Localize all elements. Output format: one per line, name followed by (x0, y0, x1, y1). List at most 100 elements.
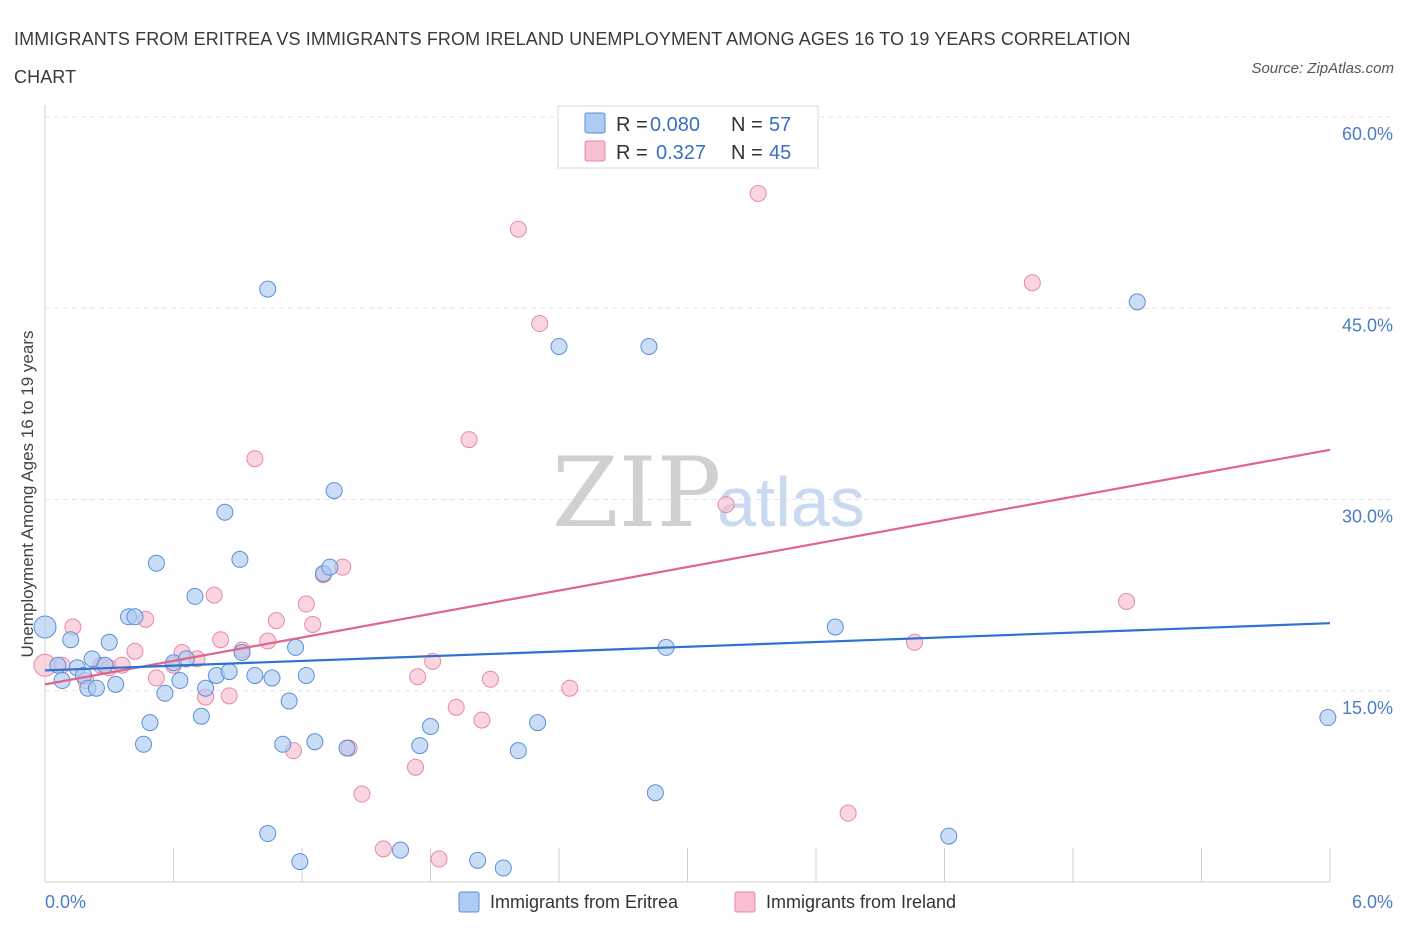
ireland-point (304, 615, 322, 633)
eritrea-point (171, 672, 189, 690)
ireland-point (717, 496, 735, 514)
stats-legend-swatch-eritrea (584, 112, 606, 134)
ireland-point (259, 632, 277, 650)
eritrea-point (192, 707, 210, 725)
stats-r-value-ireland: 0.327 (656, 142, 706, 164)
stats-n-label-eritrea: N = (731, 114, 763, 136)
eritrea-point (646, 784, 664, 802)
legend-label-eritrea: Immigrants from Eritrea (490, 892, 679, 912)
ireland-point (407, 758, 425, 776)
eritrea-point (550, 338, 568, 355)
stats-n-label-ireland: N = (731, 142, 763, 164)
ireland-point (473, 711, 491, 729)
y-tick-label: 30.0% (1342, 507, 1393, 527)
eritrea-point (87, 679, 105, 697)
eritrea-point (826, 618, 844, 636)
eritrea-point (640, 338, 658, 355)
eritrea-point (529, 714, 547, 732)
ireland-point (205, 586, 223, 604)
eritrea-point (280, 692, 298, 710)
eritrea-point (338, 739, 356, 757)
watermark-zip: ZIP (552, 437, 721, 549)
ireland-point (147, 669, 165, 687)
eritrea-point (422, 717, 439, 735)
ireland-point (430, 850, 448, 868)
ireland-point (297, 595, 315, 613)
eritrea-point (186, 587, 204, 605)
eritrea-point (246, 666, 264, 684)
eritrea-points (33, 280, 1337, 877)
stats-legend-swatch-ireland (584, 140, 606, 162)
legend-label-ireland: Immigrants from Ireland (766, 892, 956, 912)
eritrea-point (494, 859, 512, 877)
eritrea-point (259, 280, 277, 298)
eritrea-point (392, 841, 410, 859)
eritrea-point (220, 663, 238, 681)
chart-title: IMMIGRANTS FROM ERITREA VS IMMIGRANTS FR… (14, 29, 1131, 87)
stats-n-value-eritrea: 57 (769, 114, 791, 136)
stats-n-value-ireland: 45 (769, 142, 791, 164)
ireland-point (267, 612, 285, 630)
eritrea-point (509, 742, 527, 760)
x-tick-label-max: 6.0% (1352, 892, 1393, 912)
ireland-point (1023, 274, 1041, 292)
eritrea-point (321, 558, 339, 576)
ireland-point (509, 220, 527, 238)
eritrea-point (291, 853, 309, 871)
ireland-point (374, 840, 392, 858)
eritrea-point (1319, 709, 1337, 727)
stats-r-label-eritrea: R = (616, 114, 648, 136)
series-legend: Immigrants from Eritrea Immigrants from … (458, 891, 956, 913)
y-tick-label: 15.0% (1342, 698, 1393, 718)
ireland-point (212, 631, 230, 649)
eritrea-point (306, 733, 324, 751)
ireland-trend-line (44, 448, 1331, 686)
watermark-atlas: atlas (717, 463, 865, 541)
eritrea-point (263, 669, 281, 687)
eritrea-point (197, 679, 215, 697)
eritrea-point (33, 615, 57, 639)
y-tick-label: 60.0% (1342, 124, 1393, 144)
eritrea-point (297, 666, 315, 684)
y-axis-title: Unemployment Among Ages 16 to 19 years (18, 331, 37, 658)
gridlines (45, 116, 1395, 692)
eritrea-point (62, 631, 80, 649)
eritrea-point (135, 735, 153, 753)
source-credit: Source: ZipAtlas.com (1251, 60, 1394, 77)
legend-swatch-eritrea (458, 891, 480, 913)
ireland-point (839, 804, 857, 822)
x-tick-label-min: 0.0% (45, 892, 86, 912)
eritrea-point (107, 675, 125, 693)
eritrea-point (1128, 293, 1146, 311)
eritrea-point (325, 482, 343, 500)
ireland-point (409, 668, 427, 686)
legend-swatch-ireland (734, 891, 756, 913)
eritrea-point (231, 550, 249, 568)
ireland-point (906, 633, 924, 651)
stats-legend: R = 0.080 N = 57 R = 0.327 N = 45 (557, 105, 819, 169)
eritrea-point (147, 554, 165, 572)
stats-r-value-eritrea: 0.080 (650, 114, 700, 136)
eritrea-point (274, 735, 292, 753)
eritrea-point (156, 684, 174, 702)
eritrea-point (469, 851, 487, 869)
ireland-point (424, 652, 442, 670)
eritrea-point (259, 825, 277, 843)
ireland-point (246, 450, 264, 468)
eritrea-point (100, 633, 118, 651)
ireland-point (749, 185, 767, 202)
ireland-point (220, 687, 238, 705)
ireland-point (447, 698, 465, 716)
ireland-point (460, 431, 478, 449)
ireland-point (481, 670, 499, 688)
ireland-points (33, 185, 1136, 868)
eritrea-point (287, 638, 305, 656)
eritrea-point (141, 714, 159, 732)
eritrea-point (96, 656, 114, 674)
ireland-point (353, 785, 371, 803)
watermark: ZIP atlas (552, 437, 865, 549)
eritrea-point (940, 827, 958, 845)
eritrea-point (411, 737, 429, 755)
ireland-point (126, 642, 144, 660)
